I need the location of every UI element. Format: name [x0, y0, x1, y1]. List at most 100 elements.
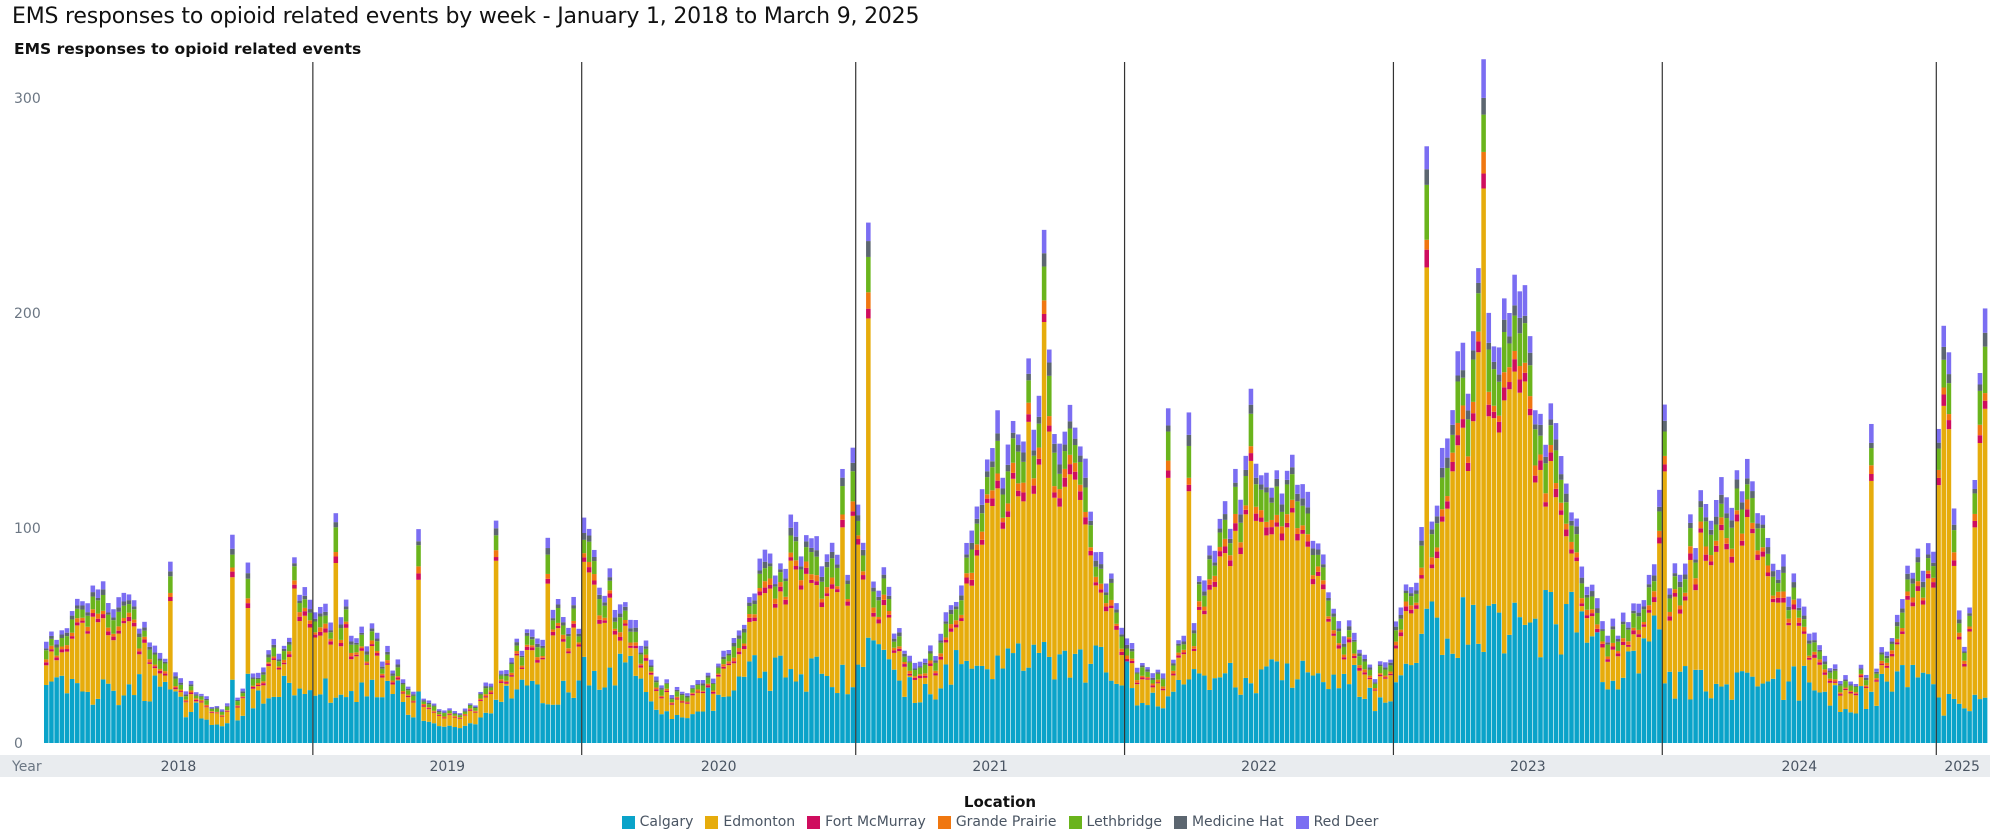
bar-segment-grande-prairie[interactable]	[1507, 367, 1512, 383]
bar-segment-lethbridge[interactable]	[550, 620, 556, 630]
bar-segment-red-deer[interactable]	[1031, 429, 1037, 451]
bar-segment-edmonton[interactable]	[586, 572, 592, 686]
bar-segment-fort-mcmurray[interactable]	[1398, 632, 1404, 637]
bar-segment-fort-mcmurray[interactable]	[1569, 549, 1574, 554]
bar-segment-edmonton[interactable]	[762, 593, 768, 672]
bar-segment-red-deer[interactable]	[912, 662, 918, 669]
bar-segment-fort-mcmurray[interactable]	[1755, 554, 1760, 561]
bar-segment-edmonton[interactable]	[979, 544, 985, 666]
bar-segment-medicine-hat[interactable]	[700, 683, 706, 686]
bar-segment-red-deer[interactable]	[638, 645, 644, 653]
bar-segment-edmonton[interactable]	[209, 712, 214, 725]
bar-segment-medicine-hat[interactable]	[1248, 404, 1254, 414]
bar-segment-grande-prairie[interactable]	[1202, 606, 1207, 611]
bar-segment-red-deer[interactable]	[193, 692, 199, 695]
bar-segment-edmonton[interactable]	[142, 642, 147, 701]
bar-segment-calgary[interactable]	[586, 685, 592, 743]
bar-segment-lethbridge[interactable]	[431, 706, 437, 711]
bar-segment-medicine-hat[interactable]	[467, 704, 473, 706]
bar-segment-lethbridge[interactable]	[1109, 582, 1114, 600]
bar-segment-lethbridge[interactable]	[1962, 652, 1967, 661]
bar-segment-grande-prairie[interactable]	[395, 676, 401, 678]
bar-segment-medicine-hat[interactable]	[219, 711, 225, 713]
bar-segment-fort-mcmurray[interactable]	[483, 696, 489, 698]
bar-segment-red-deer[interactable]	[1848, 681, 1853, 685]
bar-segment-grande-prairie[interactable]	[1688, 546, 1693, 554]
bar-segment-fort-mcmurray[interactable]	[783, 599, 788, 605]
bar-segment-grande-prairie[interactable]	[1093, 576, 1099, 583]
bar-segment-grande-prairie[interactable]	[1533, 465, 1538, 476]
bar-segment-medicine-hat[interactable]	[943, 621, 949, 624]
bar-segment-medicine-hat[interactable]	[49, 635, 54, 639]
bar-segment-fort-mcmurray[interactable]	[1072, 471, 1078, 480]
bar-segment-grande-prairie[interactable]	[1196, 601, 1202, 607]
bar-segment-grande-prairie[interactable]	[550, 629, 556, 632]
bar-segment-grande-prairie[interactable]	[1346, 637, 1352, 640]
bar-segment-edmonton[interactable]	[219, 716, 225, 727]
bar-segment-calgary[interactable]	[90, 704, 96, 743]
bar-segment-fort-mcmurray[interactable]	[1595, 628, 1600, 633]
bar-segment-lethbridge[interactable]	[1062, 451, 1068, 469]
bar-segment-medicine-hat[interactable]	[902, 653, 907, 657]
bar-segment-grande-prairie[interactable]	[1176, 652, 1181, 656]
bar-segment-edmonton[interactable]	[1600, 647, 1605, 683]
bar-segment-medicine-hat[interactable]	[1310, 548, 1316, 555]
bar-segment-grande-prairie[interactable]	[240, 696, 246, 698]
bar-segment-edmonton[interactable]	[85, 633, 90, 692]
bar-segment-fort-mcmurray[interactable]	[292, 584, 297, 589]
bar-segment-calgary[interactable]	[380, 697, 385, 743]
bar-segment-medicine-hat[interactable]	[214, 707, 220, 709]
bar-segment-medicine-hat[interactable]	[1962, 651, 1967, 653]
bar-segment-fort-mcmurray[interactable]	[250, 686, 256, 689]
bar-segment-calgary[interactable]	[1796, 700, 1802, 743]
bar-segment-medicine-hat[interactable]	[328, 630, 333, 633]
bar-segment-red-deer[interactable]	[1651, 564, 1657, 576]
bar-segment-red-deer[interactable]	[597, 587, 602, 595]
bar-segment-fort-mcmurray[interactable]	[1765, 572, 1771, 577]
bar-segment-lethbridge[interactable]	[106, 614, 111, 628]
bar-segment-calgary[interactable]	[592, 670, 597, 743]
bar-segment-lethbridge[interactable]	[679, 695, 685, 701]
bar-segment-edmonton[interactable]	[380, 677, 385, 698]
bar-segment-fort-mcmurray[interactable]	[912, 677, 918, 680]
bar-segment-grande-prairie[interactable]	[323, 623, 328, 629]
bar-segment-edmonton[interactable]	[1377, 676, 1383, 698]
bar-segment-medicine-hat[interactable]	[1269, 497, 1274, 503]
bar-segment-grande-prairie[interactable]	[1817, 659, 1822, 663]
bar-segment-red-deer[interactable]	[1171, 659, 1176, 664]
bar-segment-calgary[interactable]	[1227, 662, 1233, 743]
bar-segment-grande-prairie[interactable]	[1067, 454, 1073, 465]
bar-segment-calgary[interactable]	[814, 656, 819, 743]
bar-segment-edmonton[interactable]	[1021, 501, 1026, 671]
bar-segment-lethbridge[interactable]	[705, 677, 711, 684]
bar-segment-edmonton[interactable]	[1016, 496, 1021, 644]
bar-segment-grande-prairie[interactable]	[716, 673, 721, 675]
bar-segment-lethbridge[interactable]	[633, 631, 638, 643]
bar-segment-grande-prairie[interactable]	[1765, 565, 1771, 573]
bar-segment-grande-prairie[interactable]	[1341, 654, 1347, 658]
bar-segment-lethbridge[interactable]	[1129, 651, 1135, 659]
bar-segment-grande-prairie[interactable]	[509, 672, 514, 676]
bar-segment-calgary[interactable]	[1584, 642, 1590, 743]
bar-segment-fort-mcmurray[interactable]	[230, 571, 235, 578]
bar-segment-medicine-hat[interactable]	[230, 548, 235, 555]
bar-segment-lethbridge[interactable]	[1088, 525, 1093, 548]
bar-segment-red-deer[interactable]	[1341, 636, 1347, 644]
bar-segment-fort-mcmurray[interactable]	[1083, 517, 1088, 525]
bar-segment-red-deer[interactable]	[623, 602, 628, 607]
bar-segment-edmonton[interactable]	[1967, 631, 1972, 712]
bar-segment-red-deer[interactable]	[157, 652, 163, 659]
bar-segment-edmonton[interactable]	[948, 631, 954, 685]
bar-segment-edmonton[interactable]	[783, 604, 788, 678]
bar-segment-grande-prairie[interactable]	[1538, 454, 1543, 461]
bar-segment-calgary[interactable]	[1243, 677, 1249, 743]
bar-segment-lethbridge[interactable]	[519, 657, 525, 666]
bar-segment-red-deer[interactable]	[106, 603, 111, 613]
bar-segment-grande-prairie[interactable]	[1305, 534, 1311, 542]
bar-segment-edmonton[interactable]	[1072, 479, 1078, 654]
bar-segment-lethbridge[interactable]	[1300, 505, 1305, 526]
bar-segment-edmonton[interactable]	[638, 667, 644, 679]
bar-segment-medicine-hat[interactable]	[814, 550, 819, 557]
bar-segment-grande-prairie[interactable]	[1445, 496, 1450, 502]
bar-segment-grande-prairie[interactable]	[674, 696, 680, 699]
